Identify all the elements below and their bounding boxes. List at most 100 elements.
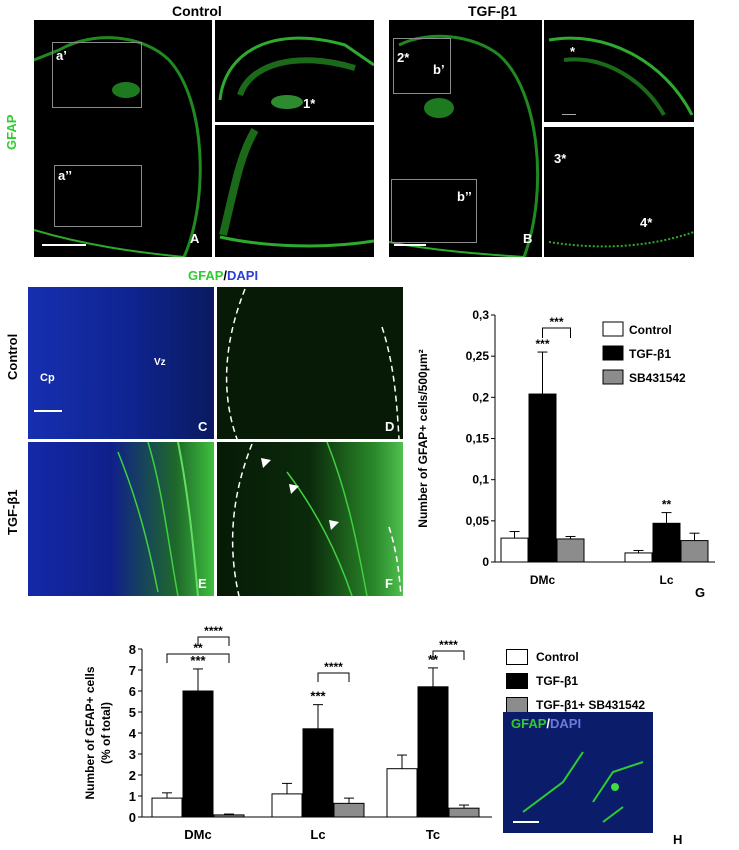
bar [182, 690, 214, 818]
letter-f: F [385, 576, 393, 591]
control-title: Control [172, 3, 222, 19]
bar [556, 538, 585, 563]
legend-item: Control [506, 646, 645, 668]
y-tick-label: 0,05 [466, 514, 490, 528]
letter-h: H [673, 832, 683, 847]
bar [417, 686, 449, 818]
box-b2 [391, 179, 477, 243]
legend-item: TGF-β1+ SB431542 [506, 694, 645, 716]
y-tick-label: 0,15 [466, 432, 490, 446]
row-tgf-label: TGF-β1 [5, 489, 20, 536]
panel-b1-zoom: * [544, 20, 694, 122]
legend-label: Control [629, 323, 672, 337]
significance-bracket [317, 672, 350, 682]
mark-4: 4* [640, 215, 653, 230]
bar [302, 728, 334, 818]
panel-h-inset: GFAP/DAPI [503, 712, 653, 833]
brain-zoom-b2 [548, 231, 694, 248]
scale-bar [394, 244, 426, 246]
significance-label: ** [193, 641, 203, 655]
legend-label: Control [536, 650, 579, 664]
brain-section-a [34, 36, 202, 257]
x-tick-label: Tc [426, 827, 440, 842]
significance-bracket [166, 653, 230, 663]
legend-label: TGF-β1 [536, 674, 578, 688]
scale-bar [562, 114, 576, 115]
panel-a1-zoom: 1* [215, 20, 374, 122]
legend-swatch [602, 321, 624, 337]
letter-a: A [190, 231, 200, 246]
y-tick-label: 0 [482, 555, 489, 569]
panel-d: D [217, 287, 403, 439]
x-tick-label: Lc [310, 827, 325, 842]
bar [448, 807, 480, 818]
panel-c: Cp Vz C [28, 287, 214, 439]
significance-label: **** [439, 638, 458, 652]
y-tick-label: 0,1 [472, 473, 489, 487]
bar [386, 768, 418, 818]
letter-b: B [523, 231, 533, 246]
box-a1 [52, 42, 142, 108]
legend-swatch [506, 649, 528, 665]
mark-2: 2* [397, 50, 410, 65]
arrowhead-icon [329, 520, 339, 530]
tgf-title: TGF-β1 [468, 3, 517, 19]
inset-heading: GFAP/DAPI [511, 716, 581, 731]
y-tick-label: 1 [129, 789, 136, 804]
y-tick-label: 8 [129, 642, 136, 657]
scale-bar [513, 821, 539, 823]
brain-section-b [389, 34, 540, 257]
box-b1 [393, 38, 451, 94]
inset-sep: / [546, 716, 551, 731]
panel-a2-zoom [215, 125, 374, 257]
letter-d: D [385, 419, 395, 434]
heading-sep: / [223, 268, 228, 283]
bar [213, 814, 245, 818]
legend-swatch [506, 673, 528, 689]
chart-h: 0 1 2 3 4 5 6 7 8 Number of GFAP+ cells (% of tota… [83, 624, 492, 842]
legend-h: Control TGF-β1 TGF-β1+ SB431542 [506, 646, 645, 718]
y-tick-label: 3 [129, 747, 136, 762]
y-tick-label: 6 [129, 684, 136, 699]
legend-swatch [602, 369, 624, 385]
legend-label: TGF-β1 [629, 347, 671, 361]
fibers-e [117, 442, 199, 596]
significance-bracket [542, 327, 571, 338]
row-control-label: Control [5, 333, 20, 380]
significance-bracket [197, 636, 230, 646]
legend-item: TGF-β1 [506, 670, 645, 692]
letter-c: C [198, 419, 208, 434]
label-vz: Vz [154, 357, 166, 368]
significance-label: **** [324, 660, 343, 674]
significance-label: *** [310, 689, 326, 704]
legend-swatch [602, 345, 624, 361]
bar [333, 802, 365, 818]
scale-bar [34, 410, 62, 412]
y-tick-label: 5 [129, 705, 136, 720]
bar [528, 393, 557, 563]
dashed-outline-d [225, 288, 400, 439]
panel-a: a’ a’’ A [34, 20, 212, 257]
label-cp: Cp [40, 372, 55, 384]
y-axis-label: Number of GFAP+ cells/500μm² [416, 349, 430, 527]
legend-label: TGF-β1+ SB431542 [536, 698, 646, 712]
x-tick-label: Lc [659, 573, 673, 587]
chart-g: 0 0,05 0,1 0,15 0,2 0,25 0,3 Number of GFAP+ ce… [416, 308, 715, 600]
y-tick-label: 0,2 [472, 390, 489, 404]
arrowhead-icon [289, 484, 299, 494]
panel-f: F [217, 442, 403, 596]
y-axis-label-line1: Number of GFAP+ cells [83, 666, 97, 799]
y-tick-label: 0 [129, 810, 136, 825]
significance-label: **** [204, 624, 223, 638]
brain-zoom-b1 [548, 36, 694, 116]
arrowhead-icon [261, 458, 271, 468]
bar [652, 522, 681, 563]
box-a2 [54, 165, 142, 227]
x-tick-label: DMc [530, 573, 556, 587]
label-a1: a’ [56, 48, 67, 63]
y-tick-label: 2 [129, 768, 136, 783]
mark-star: * [570, 44, 576, 59]
cells-h [522, 751, 644, 823]
significance-label: ** [662, 498, 672, 512]
significance-label: *** [549, 315, 563, 329]
